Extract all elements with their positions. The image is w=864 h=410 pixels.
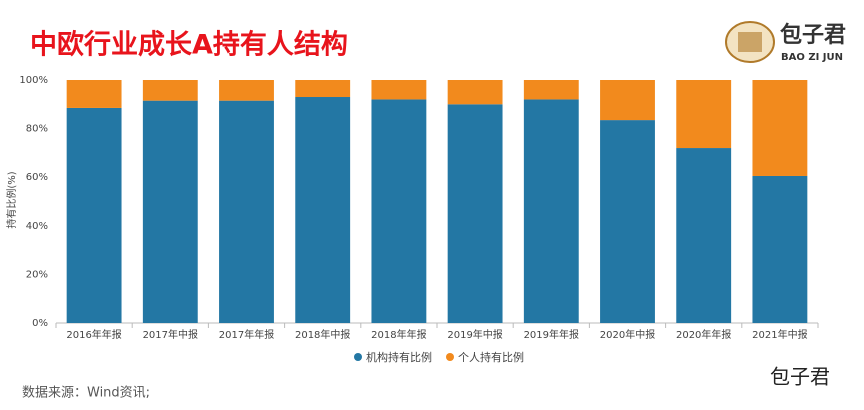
bar-segment bbox=[600, 120, 655, 323]
x-tick-label: 2017年中报 bbox=[143, 328, 198, 341]
bar-segment bbox=[600, 80, 655, 121]
bar-segment bbox=[142, 80, 198, 101]
y-axis-label: 持有比例(%) bbox=[5, 171, 18, 228]
x-tick-label: 2020年中报 bbox=[600, 328, 655, 341]
bar-segment bbox=[371, 99, 427, 323]
x-tick-label: 2020年年报 bbox=[676, 328, 731, 341]
bar-segment bbox=[447, 80, 503, 105]
legend-swatch bbox=[354, 353, 362, 361]
bar-segment bbox=[676, 148, 732, 323]
x-tick-label: 2019年中报 bbox=[447, 328, 502, 341]
legend-label: 个人持有比例 bbox=[458, 350, 524, 364]
logo-pinyin: BAO ZI JUN bbox=[781, 52, 843, 63]
y-tick-label: 0% bbox=[32, 318, 48, 329]
y-tick-label: 80% bbox=[26, 124, 48, 135]
bar-segment bbox=[371, 80, 427, 100]
x-tick-label: 2017年年报 bbox=[219, 328, 274, 341]
y-tick-label: 20% bbox=[26, 269, 48, 280]
x-tick-label: 2018年年报 bbox=[371, 328, 426, 341]
bar-segment bbox=[523, 80, 579, 100]
bar-segment bbox=[66, 107, 122, 323]
legend-label: 机构持有比例 bbox=[366, 350, 432, 364]
x-tick-label: 2016年年报 bbox=[66, 328, 121, 341]
bar-segment bbox=[219, 100, 274, 323]
watermark: 包子君 bbox=[770, 365, 830, 389]
bar-segment bbox=[295, 80, 351, 98]
x-tick-label: 2021年中报 bbox=[752, 328, 807, 341]
bar-segment bbox=[295, 97, 351, 323]
x-tick-label: 2019年年报 bbox=[524, 328, 579, 341]
bar-segment bbox=[142, 100, 198, 323]
logo-glyph bbox=[738, 32, 762, 52]
logo-name: 包子君 bbox=[780, 22, 846, 48]
y-tick-label: 100% bbox=[19, 75, 48, 86]
source-note: 数据来源：Wind资讯; bbox=[22, 386, 150, 401]
plot: 0% 20% 40% 60% 80% 100% 2016年年报 2017年中报 2017年年报 2… bbox=[19, 75, 819, 364]
bar-segment bbox=[66, 80, 122, 108]
y-tick-label: 60% bbox=[26, 172, 48, 183]
x-tick-label: 2018年中报 bbox=[295, 328, 350, 341]
page-title: 中欧行业成长A持有人结构 bbox=[30, 29, 348, 61]
bar-segment bbox=[219, 80, 274, 101]
legend-swatch bbox=[446, 353, 454, 361]
logo: 包子君 BAO ZI JUN bbox=[725, 21, 846, 63]
bar-segment bbox=[676, 80, 732, 149]
y-tick-label: 40% bbox=[26, 221, 48, 232]
bar-segment bbox=[752, 80, 808, 176]
bar-segment bbox=[447, 104, 503, 323]
bar-segment bbox=[752, 175, 808, 323]
bar-segment bbox=[523, 99, 579, 323]
